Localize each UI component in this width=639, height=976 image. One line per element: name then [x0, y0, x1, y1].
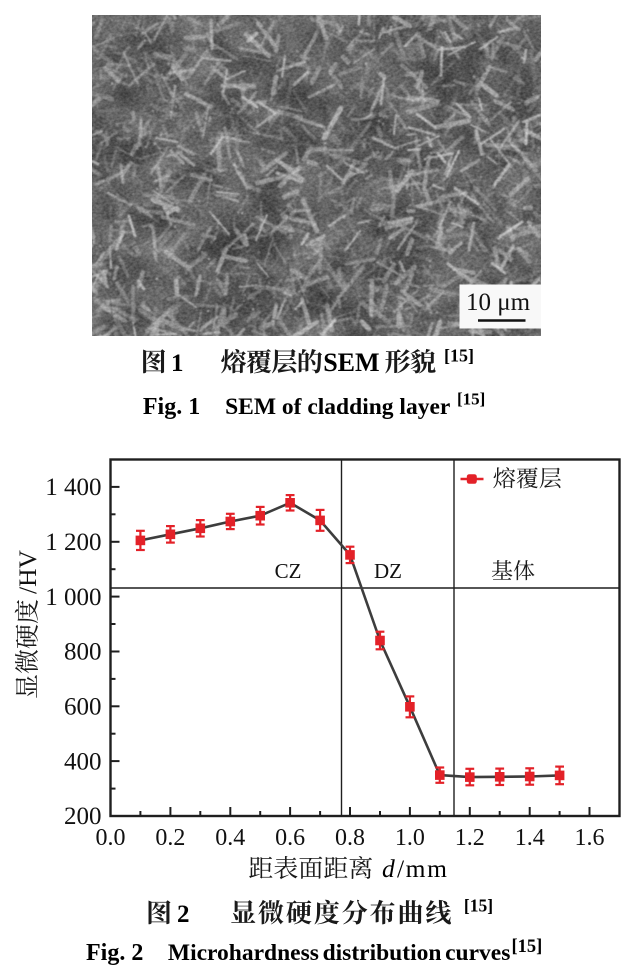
svg-text:0.8: 0.8	[335, 825, 365, 851]
svg-text:1.4: 1.4	[515, 825, 545, 851]
svg-text:SEM of cladding layer: SEM of cladding layer	[225, 394, 450, 420]
svg-text:1.6: 1.6	[575, 825, 605, 851]
svg-text:DZ: DZ	[374, 559, 402, 583]
svg-text:[15]: [15]	[464, 896, 493, 916]
svg-text:0.2: 0.2	[155, 825, 185, 851]
svg-text:CZ: CZ	[275, 559, 302, 583]
svg-text:0.6: 0.6	[275, 825, 305, 851]
svg-text:[15]: [15]	[512, 937, 543, 957]
svg-text:/mm: /mm	[397, 854, 449, 883]
svg-text:Microhardness distribution cur: Microhardness distribution curves	[168, 940, 510, 966]
svg-text:1.2: 1.2	[455, 825, 485, 851]
svg-text:400: 400	[64, 748, 102, 775]
svg-text:[15]: [15]	[457, 390, 485, 409]
svg-text:1 200: 1 200	[45, 529, 101, 556]
svg-text:/HV: /HV	[13, 550, 42, 595]
svg-text:600: 600	[64, 694, 102, 721]
svg-text:1 000: 1 000	[45, 584, 101, 611]
svg-text:1: 1	[171, 350, 184, 377]
svg-text:1 400: 1 400	[45, 474, 101, 501]
svg-text:10 μm: 10 μm	[466, 289, 531, 316]
svg-text:800: 800	[64, 639, 102, 666]
svg-text:Fig. 1: Fig. 1	[143, 394, 200, 420]
svg-text:2: 2	[177, 901, 190, 928]
svg-text:d: d	[382, 854, 395, 883]
svg-text:Fig. 2: Fig. 2	[86, 940, 143, 966]
svg-text:200: 200	[64, 803, 102, 830]
svg-text:SEM: SEM	[323, 348, 379, 377]
svg-text:0.4: 0.4	[215, 825, 245, 851]
svg-text:[15]: [15]	[444, 346, 474, 366]
svg-text:0.0: 0.0	[96, 825, 126, 851]
svg-text:1.0: 1.0	[395, 825, 425, 851]
